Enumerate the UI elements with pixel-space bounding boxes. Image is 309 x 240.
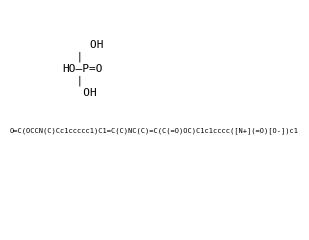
Text: O=C(OCCN(C)Cc1ccccc1)C1=C(C)NC(C)=C(C(=O)OC)C1c1cccc([N+](=O)[O-])c1: O=C(OCCN(C)Cc1ccccc1)C1=C(C)NC(C)=C(C(=O… bbox=[10, 127, 299, 134]
Text: OH
  |
HO—P=O
  |
   OH: OH | HO—P=O | OH bbox=[63, 40, 103, 98]
